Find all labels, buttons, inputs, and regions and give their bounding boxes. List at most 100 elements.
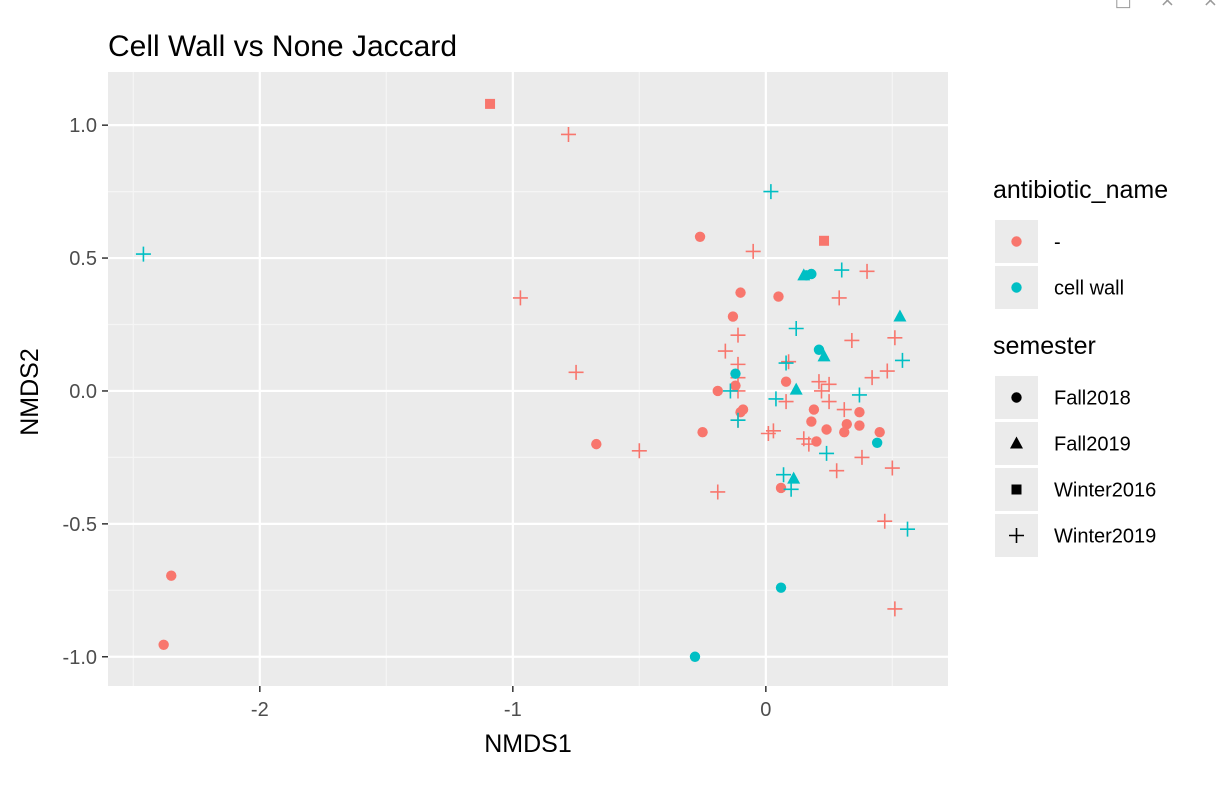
legend-shape <box>1009 528 1024 543</box>
data-point <box>722 383 738 399</box>
data-point <box>859 263 875 279</box>
legend-swatch <box>1011 282 1022 293</box>
data-point <box>829 463 845 479</box>
data-point <box>730 380 741 391</box>
data-point <box>821 376 837 392</box>
data-point <box>631 443 647 459</box>
data-point <box>745 243 761 259</box>
data-point <box>512 290 528 306</box>
legend-label: Winter2019 <box>1054 526 1156 548</box>
data-point <box>864 370 880 386</box>
x-tick-label: 0 <box>760 699 771 721</box>
data-point <box>773 291 784 302</box>
data-point <box>808 404 820 415</box>
data-point <box>775 482 787 494</box>
x-tick-label: -2 <box>251 699 269 721</box>
axes: -2 -1 0 -1.0 -0.5 0.0 0.5 1.0 <box>63 115 772 721</box>
data-point <box>836 402 852 418</box>
data-point <box>730 412 746 428</box>
data-point <box>765 423 781 439</box>
panel-background <box>108 72 948 686</box>
data-point <box>763 184 779 200</box>
data-point <box>887 601 903 617</box>
legend-label: cell wall <box>1054 278 1124 300</box>
data-point <box>689 651 701 662</box>
data-point <box>874 426 885 438</box>
legend-label: Fall2018 <box>1054 388 1131 410</box>
legend-label: - <box>1054 232 1061 254</box>
data-point <box>801 436 817 452</box>
data-point <box>854 420 865 431</box>
data-point <box>900 521 916 537</box>
legends: antibiotic_name - cell wall semester Fall201… <box>993 176 1168 557</box>
data-point <box>813 383 829 399</box>
data-point <box>854 407 865 418</box>
data-point <box>893 309 907 322</box>
data-point <box>166 570 177 581</box>
data-point <box>727 311 739 322</box>
data-point <box>811 436 822 447</box>
data-point <box>730 327 746 343</box>
data-point <box>821 424 832 435</box>
legend-label: Winter2016 <box>1054 480 1156 502</box>
data-point <box>485 98 496 109</box>
data-point <box>834 262 850 278</box>
data-point <box>819 235 830 246</box>
data-point <box>781 354 797 370</box>
legend-swatch <box>1011 236 1022 247</box>
legend-label: Fall2019 <box>1054 434 1131 456</box>
data-point <box>884 460 900 476</box>
legend-shape <box>1011 392 1022 403</box>
legend-title: semester <box>993 332 1096 360</box>
data-point <box>735 287 746 298</box>
legend-shape <box>1011 484 1022 495</box>
data-point <box>591 438 602 450</box>
data-point <box>811 374 827 390</box>
data-point <box>710 484 726 500</box>
window-controls: □ × × <box>1087 0 1218 11</box>
data-point <box>775 582 787 593</box>
data-point <box>877 513 893 529</box>
data-point <box>778 355 794 371</box>
y-tick-label: -0.5 <box>63 514 97 536</box>
data-point <box>851 387 867 403</box>
data-point <box>560 126 576 142</box>
chart-title: Cell Wall vs None Jaccard <box>108 30 457 63</box>
data-point <box>783 481 799 497</box>
data-point <box>894 352 910 368</box>
data-point <box>135 246 151 262</box>
data-point <box>776 467 792 483</box>
close-icon[interactable]: × <box>1202 0 1218 11</box>
data-points <box>135 98 916 662</box>
y-tick-label: 0.0 <box>69 381 97 403</box>
data-point <box>568 364 584 380</box>
data-point <box>854 449 870 465</box>
data-point <box>712 385 723 397</box>
data-point <box>789 382 803 395</box>
minimize-icon[interactable]: × <box>1159 0 1175 11</box>
x-tick-label: -1 <box>504 699 522 721</box>
data-point <box>778 394 794 410</box>
data-point <box>813 344 825 355</box>
data-point <box>806 416 817 427</box>
data-point <box>788 320 804 336</box>
data-point <box>879 363 895 379</box>
data-point <box>717 343 733 359</box>
data-point <box>817 349 831 362</box>
data-point <box>787 471 801 484</box>
data-point <box>806 268 817 280</box>
data-point <box>694 231 706 242</box>
data-point <box>871 437 883 448</box>
popout-icon[interactable]: □ <box>1114 0 1132 11</box>
data-point <box>780 376 792 387</box>
data-point <box>158 639 169 651</box>
data-point <box>821 394 837 410</box>
data-point <box>819 445 835 461</box>
x-axis-title: NMDS1 <box>484 730 572 758</box>
legend-shape <box>1010 436 1023 449</box>
y-tick-label: 0.5 <box>69 248 97 270</box>
data-point <box>735 407 746 418</box>
y-tick-label: 1.0 <box>69 115 97 137</box>
data-point <box>797 268 811 281</box>
